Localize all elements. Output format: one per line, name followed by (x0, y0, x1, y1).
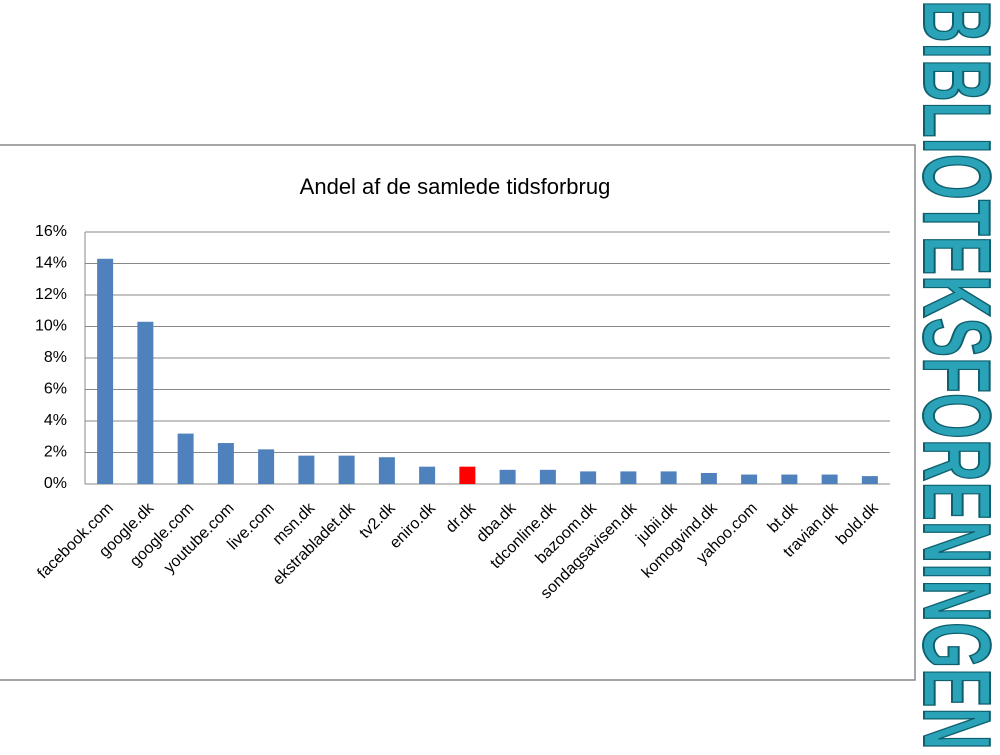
y-tick-label: 6% (44, 381, 67, 398)
chart-title: Andel af de samlede tidsforbrug (300, 174, 611, 199)
bar (700, 472, 717, 484)
y-tick-label: 8% (44, 349, 67, 366)
bar (459, 466, 476, 484)
bar (298, 455, 315, 484)
bar (258, 449, 275, 484)
bar (620, 471, 637, 484)
bar (861, 476, 878, 484)
bar (660, 471, 677, 484)
y-tick-label: 12% (35, 286, 67, 303)
y-tick-label: 16% (35, 223, 67, 240)
bar (580, 471, 597, 484)
bar (821, 474, 838, 484)
y-tick-label: 10% (35, 318, 67, 335)
bar (781, 474, 798, 484)
y-tick-label: 14% (35, 255, 67, 272)
bar (499, 469, 516, 484)
brand-group: BIBLIOTEKSFORENINGEN (902, 0, 1000, 751)
bar (177, 433, 194, 484)
bar (137, 321, 154, 484)
chart-frame (0, 144, 916, 681)
y-tick-label: 0% (44, 475, 67, 492)
y-tick-label: 4% (44, 412, 67, 429)
bar (338, 455, 355, 484)
bar (419, 466, 436, 484)
y-tick-label: 2% (44, 444, 67, 461)
bar (217, 443, 234, 484)
bar (97, 258, 114, 484)
brand-text: BIBLIOTEKSFORENINGEN (903, 0, 1000, 750)
bar (539, 469, 556, 484)
bar (378, 457, 395, 484)
bar (741, 474, 758, 484)
